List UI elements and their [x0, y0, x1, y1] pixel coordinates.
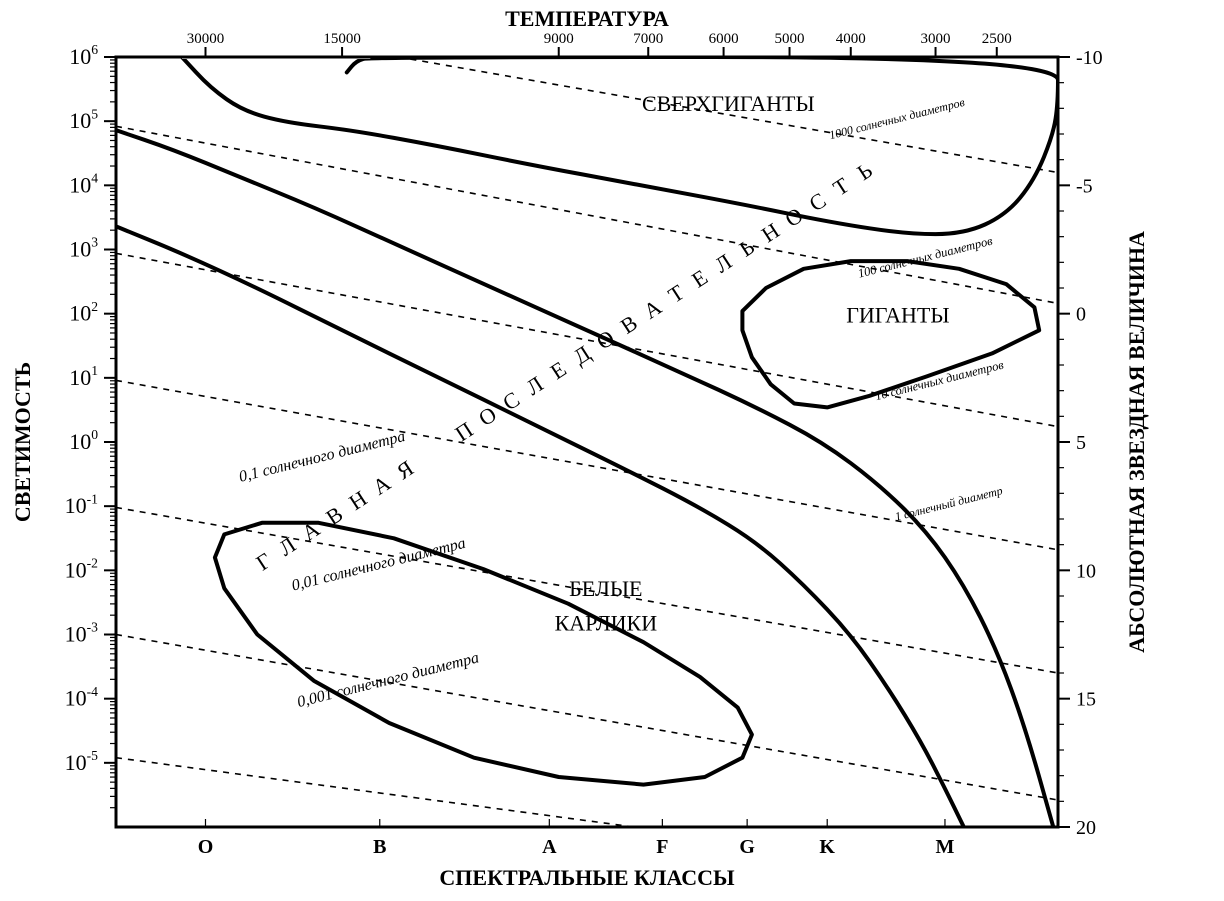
y-right-tick-label: 10: [1076, 560, 1096, 582]
hr-diagram: { "type": "hertzsprung-russell-diagram",…: [0, 0, 1224, 901]
x-bottom-tick-label: F: [656, 836, 668, 858]
axis-title-right: АБСОЛЮТНАЯ ЗВЕЗДНАЯ ВЕЛИЧИНА: [1124, 231, 1149, 653]
y-right-tick-label: -5: [1076, 175, 1093, 197]
y-right-tick-label: -10: [1076, 47, 1103, 69]
giants-label: ГИГАНТЫ: [846, 303, 949, 328]
x-bottom-tick-label: O: [198, 836, 214, 858]
x-top-tick-label: 4000: [836, 31, 866, 47]
x-bottom-tick-label: G: [739, 836, 755, 858]
x-top-tick-label: 7000: [633, 31, 663, 47]
y-right-tick-label: 20: [1076, 817, 1096, 839]
x-top-tick-label: 30000: [187, 31, 225, 47]
supergiants-label: СВЕРХГИГАНТЫ: [642, 91, 815, 116]
x-top-tick-label: 15000: [323, 31, 361, 47]
y-right-tick-label: 5: [1076, 432, 1086, 454]
y-right-tick-label: 0: [1076, 304, 1086, 326]
white-dwarfs-label2: КАРЛИКИ: [555, 611, 658, 636]
axis-title-left: СВЕТИМОСТЬ: [10, 362, 35, 522]
x-top-tick-label: 2500: [982, 31, 1012, 47]
axis-title-top: ТЕМПЕРАТУРА: [505, 6, 669, 31]
x-bottom-tick-label: A: [542, 836, 557, 858]
y-right-tick-label: 15: [1076, 689, 1096, 711]
x-bottom-tick-label: K: [819, 836, 835, 858]
x-bottom-tick-label: M: [936, 836, 955, 858]
x-bottom-tick-label: B: [373, 836, 386, 858]
white-dwarfs-label: БЕЛЫЕ: [569, 576, 642, 601]
x-top-tick-label: 3000: [921, 31, 951, 47]
x-top-tick-label: 9000: [544, 31, 574, 47]
axis-title-bottom: СПЕКТРАЛЬНЫЕ КЛАССЫ: [439, 865, 735, 890]
x-top-tick-label: 5000: [775, 31, 805, 47]
hr-diagram-svg: 1000 солнечных диаметров100 солнечных ди…: [0, 0, 1224, 901]
x-top-tick-label: 6000: [709, 31, 739, 47]
